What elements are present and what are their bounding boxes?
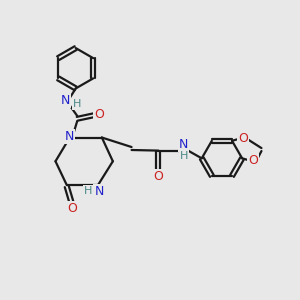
Text: H: H	[73, 99, 82, 109]
Text: N: N	[94, 184, 104, 197]
Text: O: O	[248, 154, 258, 167]
Text: N: N	[179, 138, 188, 151]
Text: O: O	[153, 170, 163, 183]
Text: N: N	[65, 130, 74, 142]
Text: O: O	[238, 132, 248, 145]
Text: H: H	[84, 186, 93, 196]
Text: O: O	[67, 202, 77, 215]
Text: H: H	[179, 151, 188, 160]
Text: N: N	[61, 94, 70, 107]
Text: O: O	[94, 108, 104, 122]
